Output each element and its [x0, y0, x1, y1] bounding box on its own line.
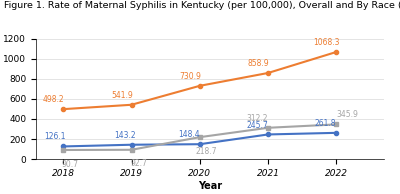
Text: 143.2: 143.2 — [114, 131, 135, 140]
White — [197, 143, 202, 145]
Black — [266, 72, 270, 74]
Line: Overall Rate: Overall Rate — [61, 122, 338, 152]
White — [334, 132, 339, 134]
White — [61, 145, 66, 148]
Black — [334, 51, 339, 53]
Text: 92.7: 92.7 — [130, 159, 147, 168]
White — [266, 133, 270, 136]
Text: 126.1: 126.1 — [44, 133, 66, 141]
Text: 312.2: 312.2 — [246, 114, 268, 123]
Black — [197, 85, 202, 87]
Text: 730.9: 730.9 — [179, 72, 201, 81]
Black — [61, 108, 66, 110]
White — [129, 144, 134, 146]
Line: White: White — [61, 131, 338, 149]
Overall Rate — [61, 149, 66, 151]
Text: 245.7: 245.7 — [246, 120, 268, 130]
Text: 498.2: 498.2 — [43, 95, 64, 104]
Text: 148.4: 148.4 — [178, 130, 200, 139]
Overall Rate — [334, 123, 339, 126]
Black — [129, 104, 134, 106]
Text: 261.8: 261.8 — [314, 119, 336, 128]
Text: 345.9: 345.9 — [336, 110, 358, 120]
X-axis label: Year: Year — [198, 181, 222, 191]
Text: 541.9: 541.9 — [111, 91, 133, 100]
Overall Rate — [266, 127, 270, 129]
Text: 858.9: 858.9 — [248, 59, 269, 68]
Text: 90.7: 90.7 — [62, 160, 79, 169]
Overall Rate — [129, 149, 134, 151]
Overall Rate — [197, 136, 202, 138]
Text: Figure 1. Rate of Maternal Syphilis in Kentucky (per 100,000), Overall and By Ra: Figure 1. Rate of Maternal Syphilis in K… — [4, 1, 400, 10]
Line: Black: Black — [61, 50, 338, 111]
Text: 1068.3: 1068.3 — [313, 38, 340, 47]
Text: 218.7: 218.7 — [196, 147, 218, 156]
